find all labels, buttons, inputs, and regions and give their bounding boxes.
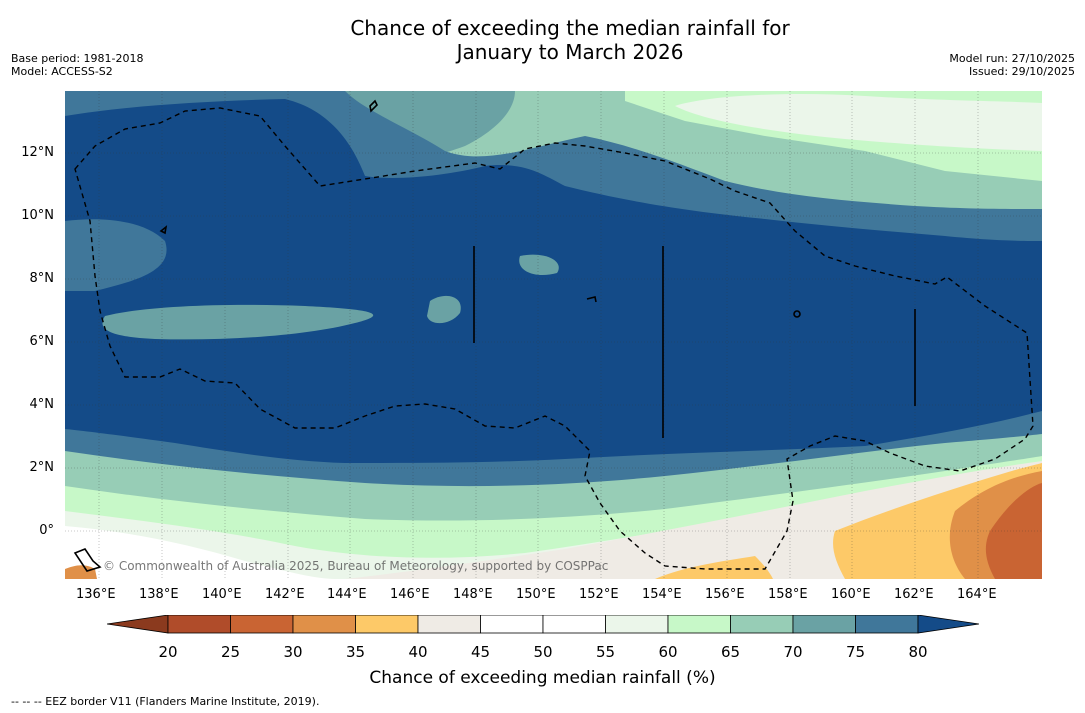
band-45-55-sw xyxy=(65,526,335,579)
colorbar-segment-25-30 xyxy=(230,615,294,634)
cbar-tick-55: 55 xyxy=(595,643,616,661)
rainfall-map: © Commonwealth of Australia 2025, Bureau… xyxy=(65,91,1042,579)
lon-label-162e: 162°E xyxy=(894,587,934,602)
colorbar-segment-20-25 xyxy=(167,615,231,634)
colorbar-segment-30-35 xyxy=(292,615,356,634)
base-period: Base period: 1981-2018 xyxy=(11,52,144,65)
lon-label-142e: 142°E xyxy=(265,587,305,602)
colorbar xyxy=(107,615,979,634)
colorbar-segment-40-45 xyxy=(417,615,481,634)
colorbar-segment-75-80 xyxy=(855,615,919,634)
lon-label-140e: 140°E xyxy=(202,587,242,602)
cbar-tick-65: 65 xyxy=(720,643,741,661)
lon-label-158e: 158°E xyxy=(768,587,808,602)
model-name: Model: ACCESS-S2 xyxy=(11,65,113,78)
lon-label-150e: 150°E xyxy=(516,587,556,602)
patch-75-80-west xyxy=(65,219,167,291)
issued-date: Issued: 29/10/2025 xyxy=(968,65,1075,78)
lat-label-8n: 8°N xyxy=(29,271,55,286)
island-features xyxy=(73,99,916,572)
lon-label-164e: 164°E xyxy=(957,587,997,602)
copyright-text: © Commonwealth of Australia 2025, Bureau… xyxy=(103,559,608,573)
cbar-tick-50: 50 xyxy=(533,643,553,661)
patch-30-35-sw xyxy=(65,565,97,579)
patch-70-75-mid xyxy=(427,295,461,324)
colorbar-title: Chance of exceeding median rainfall (%) xyxy=(369,668,716,688)
lon-label-138e: 138°E xyxy=(139,587,179,602)
lon-label-154e: 154°E xyxy=(642,587,682,602)
cbar-tick-20: 20 xyxy=(158,643,178,661)
cbar-tick-25: 25 xyxy=(220,643,241,661)
band-80-plus xyxy=(65,99,1042,463)
patch-70-75-east xyxy=(519,254,559,276)
lon-label-156e: 156°E xyxy=(705,587,745,602)
band-25-30-se xyxy=(985,483,1042,579)
lat-label-10n: 10°N xyxy=(21,208,54,223)
lat-label-12n: 12°N xyxy=(21,145,54,160)
meta-right: Model run: 27/10/2025 Issued: 29/10/2025 xyxy=(949,52,1075,78)
eez-legend-text: -- -- -- EEZ border V11 (Flanders Marine… xyxy=(11,695,320,708)
colorbar-segment-70-75 xyxy=(792,615,856,634)
colorbar-segment-65-70 xyxy=(730,615,794,634)
map-title: Chance of exceeding the median rainfall … xyxy=(0,16,1085,64)
lat-label-4n: 4°N xyxy=(29,397,55,412)
lon-label-152e: 152°E xyxy=(579,587,619,602)
title-line-2: January to March 2026 xyxy=(456,40,684,64)
lat-label-6n: 6°N xyxy=(29,334,55,349)
cbar-tick-30: 30 xyxy=(283,643,303,661)
lon-label-146e: 146°E xyxy=(390,587,430,602)
colorbar-segment-50-55 xyxy=(542,615,606,634)
lon-label-148e: 148°E xyxy=(453,587,493,602)
cbar-tick-80: 80 xyxy=(908,643,928,661)
cbar-tick-70: 70 xyxy=(783,643,803,661)
colorbar-segment-60-65 xyxy=(667,615,731,634)
graticule xyxy=(65,91,1042,579)
patch-70-75-west xyxy=(102,304,374,340)
band-55-60-north xyxy=(675,94,1042,151)
lon-label-144e: 144°E xyxy=(327,587,367,602)
cbar-tick-60: 60 xyxy=(658,643,678,661)
lat-label-2n: 2°N xyxy=(29,460,55,475)
colorbar-arrow-high xyxy=(917,615,979,634)
colorbar-segment-35-40 xyxy=(355,615,419,634)
colorbar-segment-55-60 xyxy=(605,615,669,634)
cbar-tick-45: 45 xyxy=(470,643,491,661)
colorbar-segment-45-50 xyxy=(480,615,544,634)
meta-left: Base period: 1981-2018 Model: ACCESS-S2 xyxy=(11,52,143,78)
eez-border xyxy=(74,107,1034,570)
lon-label-136e: 136°E xyxy=(76,587,116,602)
cbar-tick-75: 75 xyxy=(845,643,866,661)
colorbar-arrow-low xyxy=(107,615,169,634)
patch-35-40-mid xyxy=(655,556,773,579)
cbar-tick-40: 40 xyxy=(408,643,428,661)
title-line-1: Chance of exceeding the median rainfall … xyxy=(350,16,790,40)
lat-label-0: 0° xyxy=(39,523,54,538)
lon-label-160e: 160°E xyxy=(831,587,871,602)
model-run: Model run: 27/10/2025 xyxy=(949,52,1075,65)
cbar-tick-35: 35 xyxy=(345,643,366,661)
